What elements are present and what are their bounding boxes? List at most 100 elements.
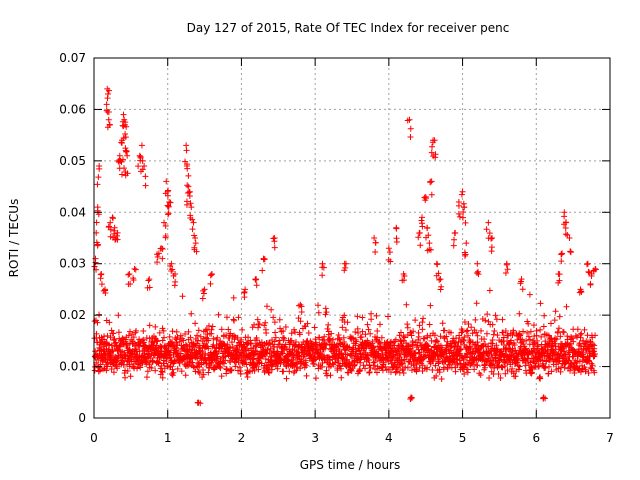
data-point [256, 321, 263, 328]
data-point [283, 375, 290, 382]
data-point [490, 331, 497, 338]
data-point [187, 200, 194, 207]
data-point [146, 276, 153, 283]
data-point [93, 219, 100, 226]
data-point [548, 368, 555, 375]
data-point [591, 369, 598, 376]
data-point [324, 325, 331, 332]
data-point [489, 337, 496, 344]
data-point [139, 166, 146, 173]
data-point [475, 271, 482, 278]
data-point [159, 369, 166, 376]
data-point [433, 337, 440, 344]
data-point [585, 268, 592, 275]
data-point [592, 332, 599, 339]
data-point [502, 328, 509, 335]
data-point [207, 280, 214, 287]
data-point [589, 341, 596, 348]
data-point [127, 281, 134, 288]
data-point [188, 204, 195, 211]
data-point [114, 365, 121, 372]
data-point [142, 358, 149, 365]
data-point [489, 235, 496, 241]
data-point [341, 312, 348, 319]
data-point [520, 328, 527, 335]
data-point [519, 286, 526, 293]
data-point [165, 202, 172, 209]
data-point [323, 309, 330, 316]
data-point [459, 188, 466, 195]
x-axis-label: GPS time / hours [300, 458, 401, 472]
data-point [199, 366, 206, 373]
data-point [182, 330, 189, 337]
data-point [569, 335, 576, 342]
data-point [194, 332, 201, 339]
data-point [159, 255, 166, 262]
data-point [426, 321, 433, 328]
data-point [477, 371, 484, 378]
data-point [461, 249, 468, 256]
data-point [585, 357, 592, 364]
data-point [247, 340, 254, 347]
data-point [371, 235, 378, 241]
data-point [186, 193, 193, 200]
data-point [274, 365, 281, 372]
data-point [296, 331, 303, 338]
data-point [556, 271, 563, 278]
data-point [282, 324, 289, 331]
data-point [222, 353, 229, 360]
data-point [110, 330, 117, 337]
data-point [415, 234, 422, 241]
data-point [461, 371, 468, 378]
data-point [195, 337, 202, 344]
data-point [110, 369, 117, 376]
data-point [559, 328, 566, 335]
data-point [499, 316, 506, 323]
data-point [200, 290, 207, 297]
data-point [484, 311, 491, 318]
data-point [567, 367, 574, 374]
data-point [138, 142, 145, 149]
data-point [558, 364, 565, 371]
data-point [186, 189, 193, 196]
data-point [502, 269, 509, 276]
data-point [417, 242, 424, 249]
plot-frame [93, 57, 611, 419]
data-point [152, 323, 159, 330]
data-point [370, 362, 377, 369]
data-point [353, 338, 360, 345]
data-point [464, 369, 471, 376]
data-point [109, 214, 116, 221]
data-point [527, 359, 534, 366]
data-point [429, 139, 436, 146]
data-point [568, 333, 575, 340]
data-point [554, 328, 561, 335]
data-point [100, 287, 107, 294]
data-point [169, 328, 176, 335]
data-point [377, 340, 384, 347]
data-point [376, 321, 383, 328]
data-point [404, 364, 411, 371]
data-point [553, 336, 560, 343]
data-point [122, 374, 129, 381]
data-point [139, 157, 146, 164]
data-point [241, 289, 248, 296]
data-point [431, 332, 438, 339]
data-point [373, 369, 380, 376]
data-point [231, 317, 238, 324]
data-point [223, 314, 230, 321]
data-point [563, 303, 570, 310]
data-point [108, 365, 115, 372]
data-point [334, 355, 341, 362]
axis-ticks [93, 57, 611, 419]
x-tick-label: 2 [238, 431, 246, 445]
data-point [588, 272, 595, 279]
data-point [517, 280, 524, 287]
data-point [325, 321, 332, 328]
data-point [415, 329, 422, 336]
data-point [189, 216, 196, 223]
data-point [412, 317, 419, 324]
data-point [182, 158, 189, 165]
data-point [492, 312, 499, 319]
